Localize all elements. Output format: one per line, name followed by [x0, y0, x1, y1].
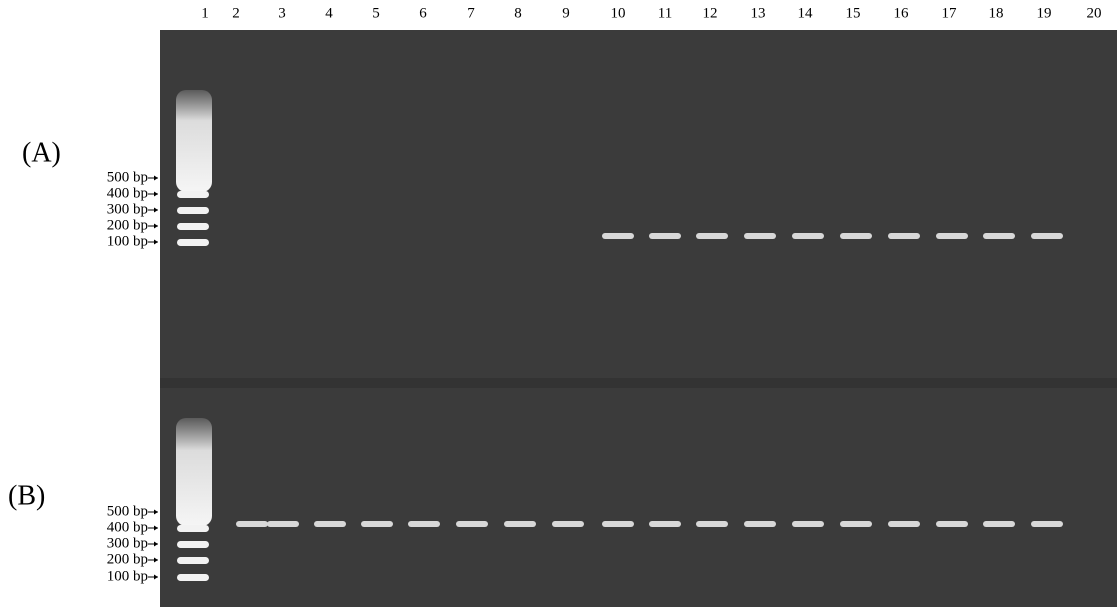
marker-label: 100 bp — [107, 233, 148, 249]
marker-label: 400 bp — [107, 185, 148, 201]
sample-band — [408, 521, 440, 527]
lane-number: 1 — [201, 5, 209, 21]
sample-band — [983, 233, 1015, 239]
marker-arrowhead — [154, 526, 158, 531]
lane-number: 17 — [942, 5, 958, 21]
lane-number: 8 — [514, 5, 522, 21]
panel-label: (A) — [22, 137, 61, 168]
sample-band — [983, 521, 1015, 527]
gel-divider — [160, 378, 1117, 388]
sample-band — [840, 521, 872, 527]
marker-arrowhead — [154, 558, 158, 563]
lane-number: 12 — [703, 5, 718, 21]
lane-number: 15 — [846, 5, 861, 21]
sample-band — [936, 233, 968, 239]
sample-band — [361, 521, 393, 527]
ladder-band — [177, 525, 209, 532]
gel — [160, 30, 1117, 607]
lane-number: 18 — [989, 5, 1004, 21]
sample-band — [696, 233, 728, 239]
marker-label: 300 bp — [107, 535, 148, 551]
marker-arrowhead — [154, 575, 158, 580]
ladder-smear — [176, 418, 212, 526]
sample-band — [602, 233, 634, 239]
marker-arrowhead — [154, 510, 158, 515]
panel-label: (B) — [8, 480, 45, 511]
ladder-band — [177, 541, 209, 548]
ladder-band — [177, 557, 209, 564]
ladder-band — [177, 223, 209, 230]
lane-number: 13 — [751, 5, 766, 21]
lane-number: 2 — [232, 5, 240, 21]
marker-arrowhead — [154, 176, 158, 181]
sample-band — [267, 521, 299, 527]
marker-label: 200 bp — [107, 551, 148, 567]
sample-band — [504, 521, 536, 527]
sample-band — [792, 521, 824, 527]
lane-number: 9 — [562, 5, 570, 21]
marker-arrowhead — [154, 240, 158, 245]
sample-band — [888, 233, 920, 239]
ladder-band — [177, 574, 209, 581]
sample-band — [649, 233, 681, 239]
sample-band — [1031, 521, 1063, 527]
marker-label: 400 bp — [107, 519, 148, 535]
sample-band — [696, 521, 728, 527]
sample-band — [744, 233, 776, 239]
sample-band — [236, 521, 268, 527]
lane-number: 3 — [278, 5, 286, 21]
sample-band — [649, 521, 681, 527]
lane-number: 4 — [325, 5, 333, 21]
marker-arrowhead — [154, 542, 158, 547]
sample-band — [792, 233, 824, 239]
sample-band — [602, 521, 634, 527]
lane-number: 19 — [1037, 5, 1052, 21]
sample-band — [456, 521, 488, 527]
ladder-band — [177, 207, 209, 214]
lane-number: 10 — [611, 5, 626, 21]
marker-label: 100 bp — [107, 568, 148, 584]
sample-band — [1031, 233, 1063, 239]
lane-number: 5 — [372, 5, 380, 21]
ladder-smear — [176, 90, 212, 192]
sample-band — [552, 521, 584, 527]
lane-number: 11 — [658, 5, 672, 21]
sample-band — [840, 233, 872, 239]
gel-figure: 1234567891011121314151617181920(A)500 bp… — [0, 0, 1117, 607]
marker-label: 300 bp — [107, 201, 148, 217]
lane-number: 14 — [798, 5, 814, 21]
lane-number: 16 — [894, 5, 910, 21]
sample-band — [744, 521, 776, 527]
sample-band — [936, 521, 968, 527]
ladder-band — [177, 239, 209, 246]
marker-arrowhead — [154, 224, 158, 229]
marker-label: 200 bp — [107, 217, 148, 233]
marker-arrowhead — [154, 192, 158, 197]
marker-label: 500 bp — [107, 503, 148, 519]
lane-number: 6 — [419, 5, 427, 21]
marker-label: 500 bp — [107, 169, 148, 185]
lane-number: 20 — [1087, 5, 1102, 21]
sample-band — [888, 521, 920, 527]
marker-arrowhead — [154, 208, 158, 213]
ladder-band — [177, 191, 209, 198]
sample-band — [314, 521, 346, 527]
lane-number: 7 — [467, 5, 475, 21]
